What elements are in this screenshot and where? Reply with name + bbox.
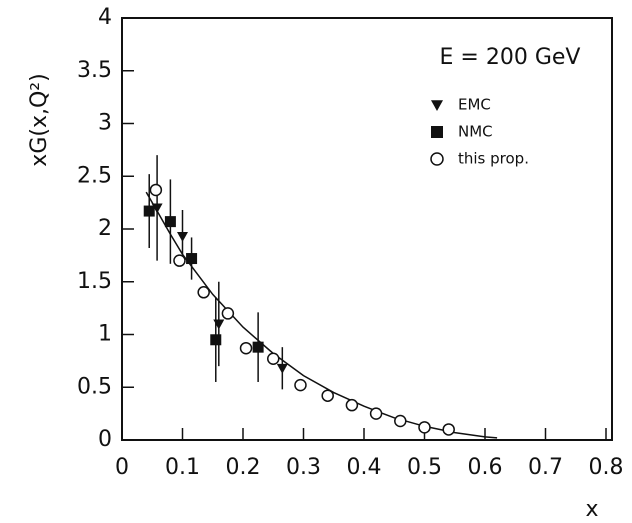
marker-square bbox=[210, 334, 222, 346]
fit-curve bbox=[145, 191, 498, 439]
y-tick-label: 4 bbox=[98, 5, 112, 30]
x-tick-label: 0.3 bbox=[286, 455, 321, 480]
legend-label: NMC bbox=[458, 123, 493, 141]
legend-label: EMC bbox=[458, 96, 491, 114]
legend-marker bbox=[431, 100, 443, 111]
y-tick-label: 0.5 bbox=[77, 374, 112, 399]
y-tick-label: 1.5 bbox=[77, 269, 112, 294]
marker-circle bbox=[267, 352, 280, 366]
x-tick-label: 0.5 bbox=[407, 455, 442, 480]
x-axis-label: x bbox=[585, 497, 598, 522]
marker-circle bbox=[321, 389, 334, 402]
plot-frame bbox=[121, 17, 613, 441]
y-tick-label: 1 bbox=[98, 322, 112, 347]
marker-circle bbox=[221, 307, 235, 320]
marker-circle bbox=[294, 378, 307, 392]
marker-square bbox=[186, 253, 198, 265]
x-tick-label: 0.2 bbox=[226, 455, 261, 480]
x-tick-label: 0 bbox=[115, 455, 129, 480]
legend-marker bbox=[431, 126, 443, 138]
y-tick-label: 2 bbox=[98, 216, 112, 241]
marker-circle bbox=[418, 421, 431, 434]
x-tick-label: 0.7 bbox=[528, 455, 563, 480]
y-axis-label: xG(x,Q²) bbox=[27, 73, 52, 166]
y-tick-label: 2.5 bbox=[77, 163, 112, 188]
marker-circle bbox=[197, 286, 210, 299]
marker-square bbox=[143, 205, 155, 217]
legend-label: this prop. bbox=[458, 150, 529, 168]
marker-circle bbox=[345, 398, 359, 412]
marker-circle bbox=[394, 414, 407, 428]
x-tick-label: 0.4 bbox=[347, 455, 382, 480]
annotation: E = 200 GeV bbox=[440, 45, 581, 70]
y-tick-label: 0 bbox=[98, 427, 112, 452]
marker-circle bbox=[239, 341, 253, 355]
marker-triangle bbox=[213, 319, 225, 330]
x-tick-label: 0.6 bbox=[468, 455, 503, 480]
marker-square bbox=[252, 341, 264, 353]
marker-circle bbox=[149, 183, 163, 197]
x-tick-label: 0.8 bbox=[589, 455, 624, 480]
legend-marker bbox=[430, 152, 444, 166]
y-tick-label: 3 bbox=[98, 111, 112, 136]
marker-circle bbox=[173, 254, 186, 267]
marker-triangle bbox=[177, 231, 188, 242]
marker-triangle bbox=[276, 363, 288, 374]
marker-square bbox=[164, 216, 176, 228]
marker-circle bbox=[442, 423, 455, 436]
y-tick-label: 3.5 bbox=[77, 58, 112, 83]
x-tick-label: 0.1 bbox=[165, 455, 200, 480]
marker-circle bbox=[369, 407, 383, 420]
